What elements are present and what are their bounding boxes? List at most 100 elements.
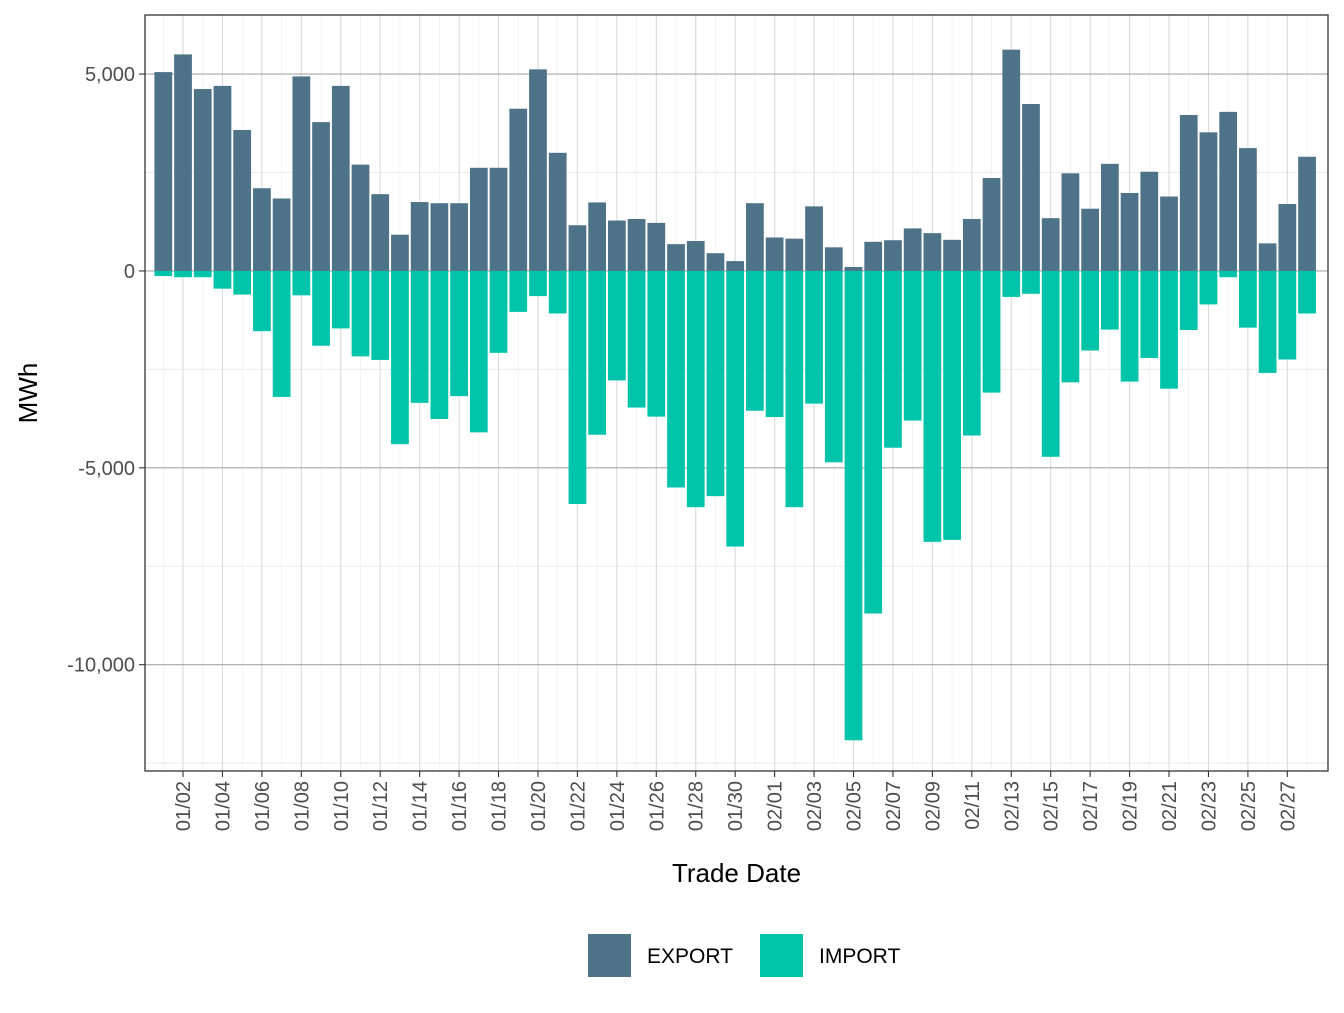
- bar-import-01-03: [193, 270, 212, 278]
- bar-import-01-05: [233, 270, 252, 295]
- x-tick-label: 01/18: [489, 781, 511, 831]
- bars: [154, 49, 1316, 741]
- x-tick-label: 01/28: [686, 781, 708, 831]
- bar-import-01-26: [647, 270, 666, 417]
- bar-import-01-19: [509, 270, 528, 312]
- bar-export-02-26: [1258, 243, 1277, 271]
- bar-export-02-10: [943, 239, 961, 271]
- bar-import-01-16: [450, 270, 468, 397]
- bar-import-01-08: [292, 270, 311, 296]
- x-axis-title: Trade Date: [672, 858, 801, 888]
- bar-export-02-01: [765, 237, 784, 271]
- bar-import-01-06: [253, 270, 271, 332]
- y-tick-label: 0: [124, 261, 135, 283]
- x-tick-label: 01/14: [410, 781, 432, 831]
- bar-export-01-05: [233, 129, 252, 271]
- bar-export-01-21: [548, 152, 567, 271]
- x-tick-label: 01/20: [528, 781, 550, 831]
- bar-export-01-15: [430, 203, 449, 271]
- x-tick-label: 01/30: [725, 781, 747, 831]
- bar-import-02-25: [1239, 270, 1257, 328]
- bar-import-02-22: [1179, 270, 1198, 330]
- bar-import-01-15: [430, 270, 449, 419]
- bar-export-01-11: [351, 164, 370, 271]
- bar-export-02-09: [923, 233, 942, 271]
- bar-export-02-18: [1100, 163, 1119, 271]
- y-tick-label: -10,000: [67, 655, 135, 677]
- bar-export-02-21: [1160, 196, 1178, 271]
- bar-import-02-06: [864, 270, 883, 614]
- x-tick-label: 02/25: [1238, 781, 1260, 831]
- x-tick-label: 02/21: [1159, 781, 1181, 831]
- x-tick-label: 01/08: [291, 781, 313, 831]
- bar-export-02-23: [1199, 132, 1218, 271]
- bar-export-01-31: [746, 203, 764, 271]
- panel-frame: [144, 14, 1329, 772]
- bar-import-01-01: [154, 270, 173, 277]
- bar-export-02-02: [785, 238, 804, 271]
- bar-export-01-14: [410, 202, 429, 271]
- y-tick-label: 5,000: [85, 64, 135, 86]
- bar-import-02-17: [1081, 270, 1100, 351]
- bar-import-01-27: [667, 270, 685, 488]
- bar-export-01-20: [529, 69, 547, 271]
- bar-export-02-07: [884, 240, 902, 271]
- x-tick-label: 02/13: [1001, 781, 1023, 831]
- bar-export-01-23: [588, 202, 607, 271]
- bar-import-02-24: [1219, 270, 1238, 278]
- x-tick-label: 02/05: [844, 781, 866, 831]
- bar-export-02-08: [903, 228, 922, 271]
- bar-import-01-22: [568, 270, 587, 505]
- bar-import-02-20: [1140, 270, 1159, 358]
- bar-import-01-21: [548, 270, 567, 314]
- legend: EXPORT IMPORT: [588, 934, 900, 977]
- bar-import-02-04: [824, 270, 843, 463]
- bar-import-02-26: [1258, 270, 1277, 373]
- bar-export-01-06: [253, 188, 271, 271]
- legend-key-export: [588, 934, 631, 977]
- x-tick-label: 02/01: [765, 781, 787, 831]
- x-tick-label: 01/10: [331, 781, 353, 831]
- bar-export-02-25: [1239, 148, 1257, 271]
- bar-export-02-20: [1140, 171, 1159, 271]
- legend-label-import: IMPORT: [819, 945, 900, 968]
- x-tick-label: 02/27: [1277, 781, 1299, 831]
- bar-import-01-23: [588, 270, 607, 435]
- bar-import-02-21: [1160, 270, 1178, 389]
- bar-import-02-11: [962, 270, 981, 436]
- bar-import-01-31: [746, 270, 764, 411]
- bar-import-01-28: [686, 270, 705, 508]
- bar-export-01-03: [193, 89, 212, 271]
- bar-export-01-19: [509, 108, 528, 271]
- bar-import-01-07: [272, 270, 291, 397]
- bar-import-02-16: [1061, 270, 1080, 383]
- bar-export-02-27: [1278, 204, 1297, 271]
- x-tick-label: 02/19: [1120, 781, 1142, 831]
- bar-export-02-19: [1120, 192, 1139, 271]
- bar-export-02-03: [805, 206, 823, 271]
- bar-export-01-30: [726, 261, 745, 271]
- y-tick-label: -5,000: [78, 458, 135, 480]
- bar-import-01-10: [331, 270, 350, 329]
- bar-import-02-23: [1199, 270, 1218, 305]
- bar-export-01-13: [391, 234, 409, 271]
- bar-import-02-02: [785, 270, 804, 508]
- bar-import-01-18: [489, 270, 508, 353]
- bar-export-01-16: [450, 203, 468, 271]
- x-tick-label: 01/26: [646, 781, 668, 831]
- legend-label-export: EXPORT: [647, 945, 733, 968]
- x-tick-label: 01/24: [607, 781, 629, 831]
- bar-import-01-02: [174, 270, 192, 278]
- bar-import-02-13: [1002, 270, 1021, 297]
- bar-import-01-29: [706, 270, 725, 497]
- bar-export-01-26: [647, 222, 666, 271]
- bar-export-02-13: [1002, 49, 1021, 271]
- x-tick-label: 01/04: [212, 781, 234, 831]
- x-tick-label: 02/23: [1198, 781, 1220, 831]
- bar-import-01-20: [529, 270, 547, 297]
- bar-export-01-08: [292, 76, 311, 271]
- bar-export-02-12: [982, 178, 1001, 271]
- x-tick-label: 01/02: [173, 781, 195, 831]
